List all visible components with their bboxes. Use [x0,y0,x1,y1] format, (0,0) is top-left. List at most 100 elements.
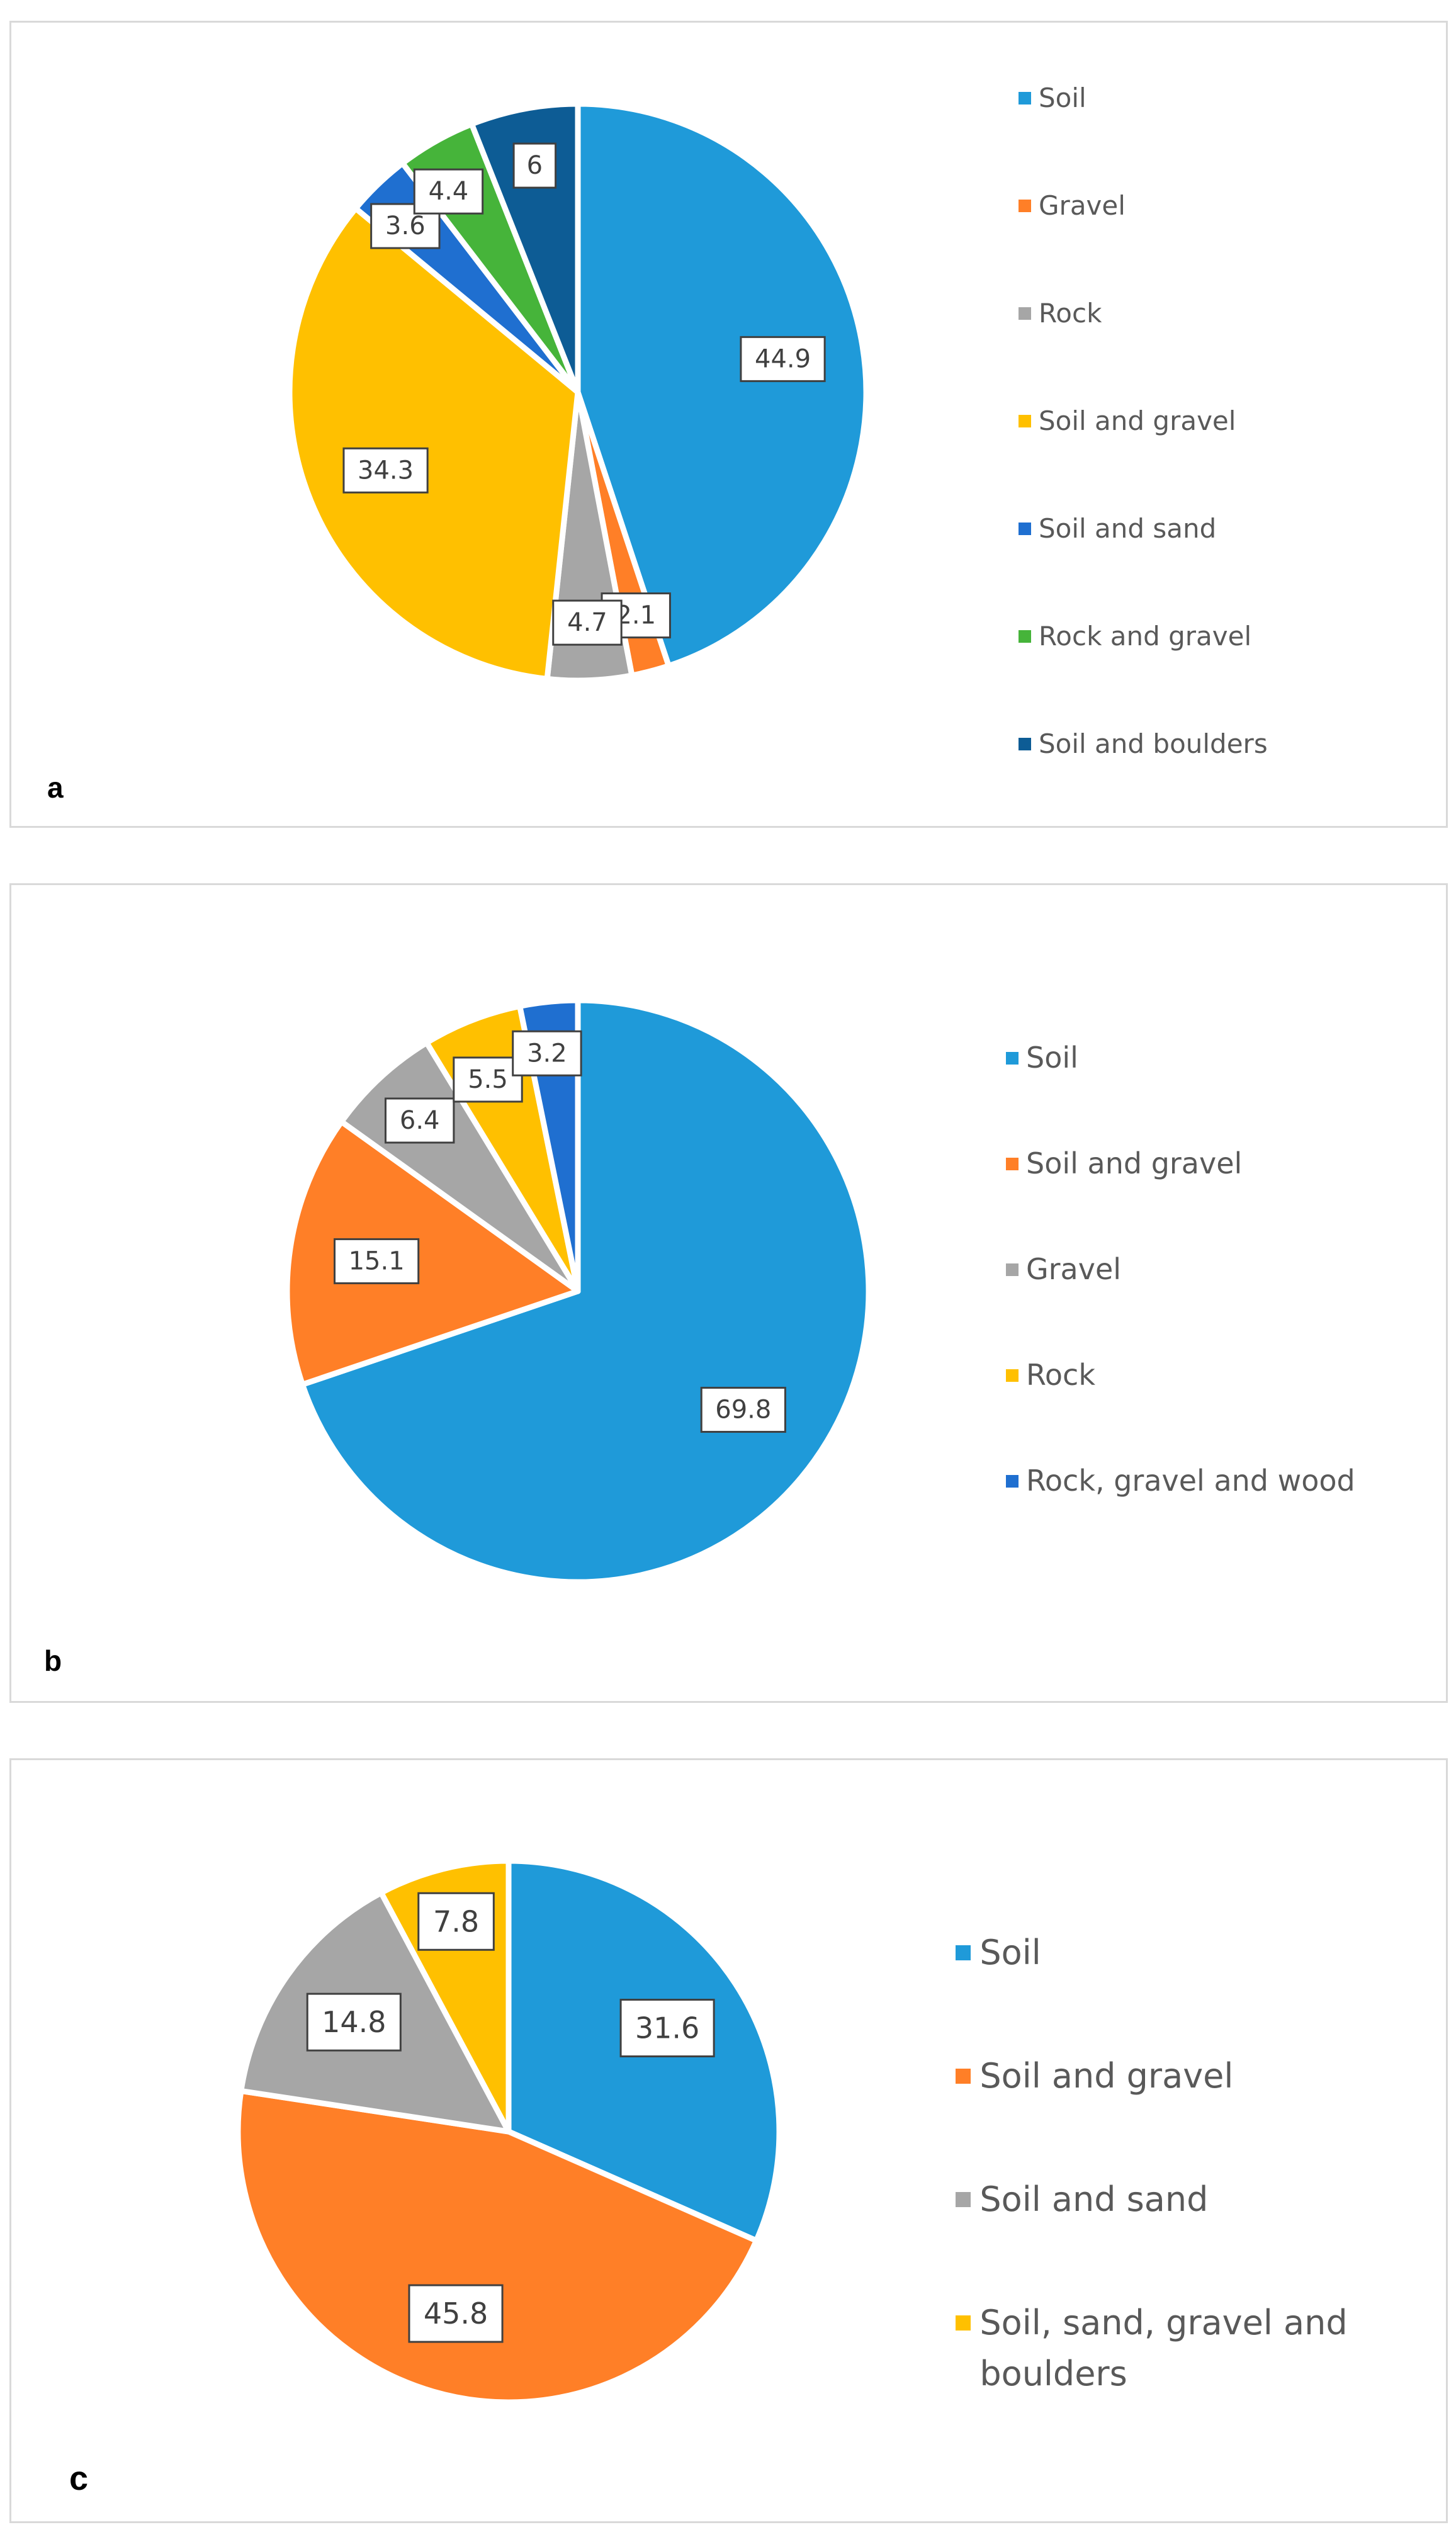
legend-swatch-b-rock [1006,1369,1019,1382]
pie-chart-a: 44.9 2.1 4.7 34.3 3.64.4 6 [286,101,869,684]
legend-item-b-rock: Rock [1006,1353,1409,1397]
legend-label-b-soil-and-gravel: Soil and gravel [1026,1146,1243,1180]
data-label-text-b-soil-and-gravel: 15.1 [349,1246,405,1275]
legend-item-b-soil-and-gravel: Soil and gravel [1006,1142,1409,1185]
legend-label-a-soil-and-boulders: Soil and boulders [1039,728,1268,759]
legend-item-a-soil-and-boulders: Soil and boulders [1019,724,1421,764]
legend-item-a-rock: Rock [1019,293,1421,333]
data-label-box-c-soil-sand-gravel-and-boulders [417,1892,495,1951]
data-label-text-a-soil-and-boulders: 6 [527,151,543,180]
legend-item-b-gravel: Gravel [1006,1248,1409,1291]
pie-slice-a-soil [575,101,869,669]
legend-item-a-soil: Soil [1019,78,1421,118]
legend-label-a-gravel: Gravel [1039,190,1126,221]
data-labels-a: 44.9 2.1 4.7 34.3 3.64.4 6 [342,142,826,646]
data-label-box-b-rock [453,1056,523,1103]
pie-slice-b-soil [299,997,872,1585]
data-label-box-b-soil-and-gravel [334,1238,420,1284]
data-label-text-c-soil-sand-gravel-and-boulders: 7.8 [433,1904,479,1938]
legend-swatch-c-soil-sand-gravel-and-boulders [956,2315,971,2331]
data-label-text-a-rock: 4.7 [567,608,607,637]
data-label-text-a-soil-and-gravel: 34.3 [358,456,414,485]
legend-swatch-a-gravel [1019,199,1031,212]
legend-label-b-gravel: Gravel [1026,1252,1122,1286]
legend-swatch-c-soil-and-gravel [956,2068,971,2084]
data-label-a-rock-and-gravel: 4.4 [413,168,484,215]
legend-swatch-a-soil-and-boulders [1019,737,1031,750]
data-label-b-soil-and-gravel: 15.1 [334,1238,420,1284]
data-label-box-b-rock-gravel-and-wood [512,1030,582,1076]
chart-panel-c: 31.6 45.8 14.8 7.8 Soil Soil and gravel Soil … [9,1758,1448,2523]
data-label-text-c-soil-and-gravel: 45.8 [424,2297,488,2331]
panel-label-a: a [47,771,64,804]
data-label-text-a-gravel: 2.1 [616,601,656,630]
data-label-box-a-rock [552,599,623,646]
legend-item-c-soil: Soil [956,1927,1358,1978]
data-label-c-soil: 31.6 [619,1999,715,2058]
pie-slice-b-soil-and-gravel [284,1119,581,1387]
data-label-box-c-soil-and-sand [306,1992,402,2052]
data-label-text-b-rock-gravel-and-wood: 3.2 [527,1039,567,1068]
slices-a [286,101,869,684]
legend-label-a-soil-and-sand: Soil and sand [1039,513,1217,544]
legend-item-b-rock-gravel-and-wood: Rock, gravel and wood [1006,1459,1409,1503]
legend-item-c-soil-and-gravel: Soil and gravel [956,2050,1358,2101]
legend-label-c-soil-and-gravel: Soil and gravel [979,2056,1234,2096]
legend-swatch-a-rock-and-gravel [1019,630,1031,643]
legend-label-a-rock-and-gravel: Rock and gravel [1039,621,1252,652]
legend-swatch-b-rock-gravel-and-wood [1006,1474,1019,1488]
data-label-b-rock: 5.5 [453,1056,523,1103]
slices-b [284,997,872,1585]
legend-label-a-rock: Rock [1039,298,1102,329]
panel-label-c: c [69,2460,89,2497]
data-label-text-b-gravel: 6.4 [400,1106,440,1135]
data-label-a-soil: 44.9 [740,336,826,382]
panel-label-b: b [44,1644,62,1677]
pie-slice-a-soil-and-gravel [286,205,581,682]
legend-label-b-rock: Rock [1026,1358,1095,1392]
data-label-box-c-soil [619,1999,715,2058]
legend-item-a-gravel: Gravel [1019,186,1421,225]
legend-item-a-soil-and-sand: Soil and sand [1019,509,1421,548]
data-label-text-a-soil-and-sand: 3.6 [385,212,426,240]
data-label-text-b-soil: 69.8 [715,1395,771,1424]
legend-swatch-b-gravel [1006,1263,1019,1276]
slices-c [235,1858,782,2405]
legend-swatch-c-soil-and-sand [956,2191,971,2207]
data-labels-b: 69.8 15.1 6.4 5.5 3.2 [334,1030,786,1433]
data-labels-c: 31.6 45.8 14.8 7.8 [306,1892,715,2343]
data-label-a-rock: 4.7 [552,599,623,646]
legend-item-b-soil: Soil [1006,1036,1409,1080]
data-label-c-soil-and-sand: 14.8 [306,1992,402,2052]
legend-item-c-soil-sand-gravel-and-boulders: Soil, sand, gravel and boulders [956,2297,1358,2399]
legend-item-a-soil-and-gravel: Soil and gravel [1019,401,1421,441]
data-label-box-a-rock-and-gravel [413,168,484,215]
legend-swatch-a-soil [1019,91,1031,105]
legend-swatch-b-soil [1006,1051,1019,1065]
legend-label-b-rock-gravel-and-wood: Rock, gravel and wood [1026,1464,1355,1498]
legend-label-b-soil: Soil [1026,1041,1078,1075]
data-label-b-rock-gravel-and-wood: 3.2 [512,1030,582,1076]
legend-swatch-b-soil-and-gravel [1006,1157,1019,1170]
data-label-text-a-soil: 44.9 [755,344,811,373]
data-label-box-a-soil-and-boulders [512,142,557,189]
data-label-box-c-soil-and-gravel [408,2284,504,2343]
data-label-text-c-soil-and-sand: 14.8 [322,2005,386,2039]
legend-swatch-a-soil-and-sand [1019,522,1031,535]
legend-item-a-rock-and-gravel: Rock and gravel [1019,616,1421,656]
data-label-a-soil-and-gravel: 34.3 [342,447,429,494]
data-label-b-gravel: 6.4 [384,1097,455,1144]
data-label-box-a-soil-and-gravel [342,447,429,494]
legend-item-c-soil-and-sand: Soil and sand [956,2174,1358,2225]
chart-panel-b: 69.8 15.1 6.4 5.5 3.2 Soil Soil and gravel Gra… [9,883,1448,1703]
legend-swatch-a-rock [1019,307,1031,320]
data-label-a-soil-and-boulders: 6 [512,142,557,189]
legend-label-c-soil-and-sand: Soil and sand [979,2179,1209,2219]
data-label-text-a-rock-and-gravel: 4.4 [429,177,469,206]
data-label-box-b-soil [700,1386,786,1433]
pie-chart-b: 69.8 15.1 6.4 5.5 3.2 [284,997,872,1585]
legend-swatch-a-soil-and-gravel [1019,414,1031,427]
legend-label-c-soil-sand-gravel-and-boulders: Soil, sand, gravel and boulders [979,2303,1348,2393]
pie-chart-c: 31.6 45.8 14.8 7.8 [235,1858,782,2405]
legend-label-a-soil: Soil [1039,82,1086,113]
